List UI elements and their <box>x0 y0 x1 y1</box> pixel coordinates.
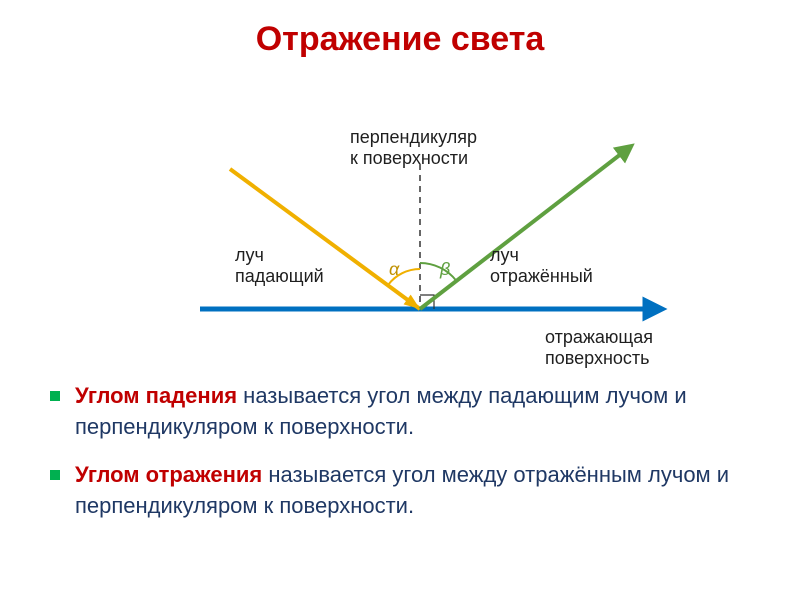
svg-text:α: α <box>389 259 400 279</box>
bullet-text: Углом отражения называется угол между от… <box>75 460 750 522</box>
diagram-label: лучотражённый <box>490 245 593 286</box>
reflection-diagram: αβ перпендикулярк поверхностилучпадающий… <box>100 79 700 359</box>
page-title: Отражение света <box>0 0 800 59</box>
diagram-label: перпендикулярк поверхности <box>350 127 477 168</box>
bullet-text: Углом падения называется угол между пада… <box>75 381 750 443</box>
diagram-svg: αβ <box>100 79 700 359</box>
bullet-list: Углом падения называется угол между пада… <box>50 381 750 540</box>
bullet-marker <box>50 470 60 480</box>
diagram-label: отражающаяповерхность <box>545 327 653 368</box>
bullet-item: Углом падения называется угол между пада… <box>50 381 750 443</box>
bullet-item: Углом отражения называется угол между от… <box>50 460 750 522</box>
bullet-marker <box>50 391 60 401</box>
diagram-label: лучпадающий <box>235 245 324 286</box>
svg-text:β: β <box>439 259 450 279</box>
